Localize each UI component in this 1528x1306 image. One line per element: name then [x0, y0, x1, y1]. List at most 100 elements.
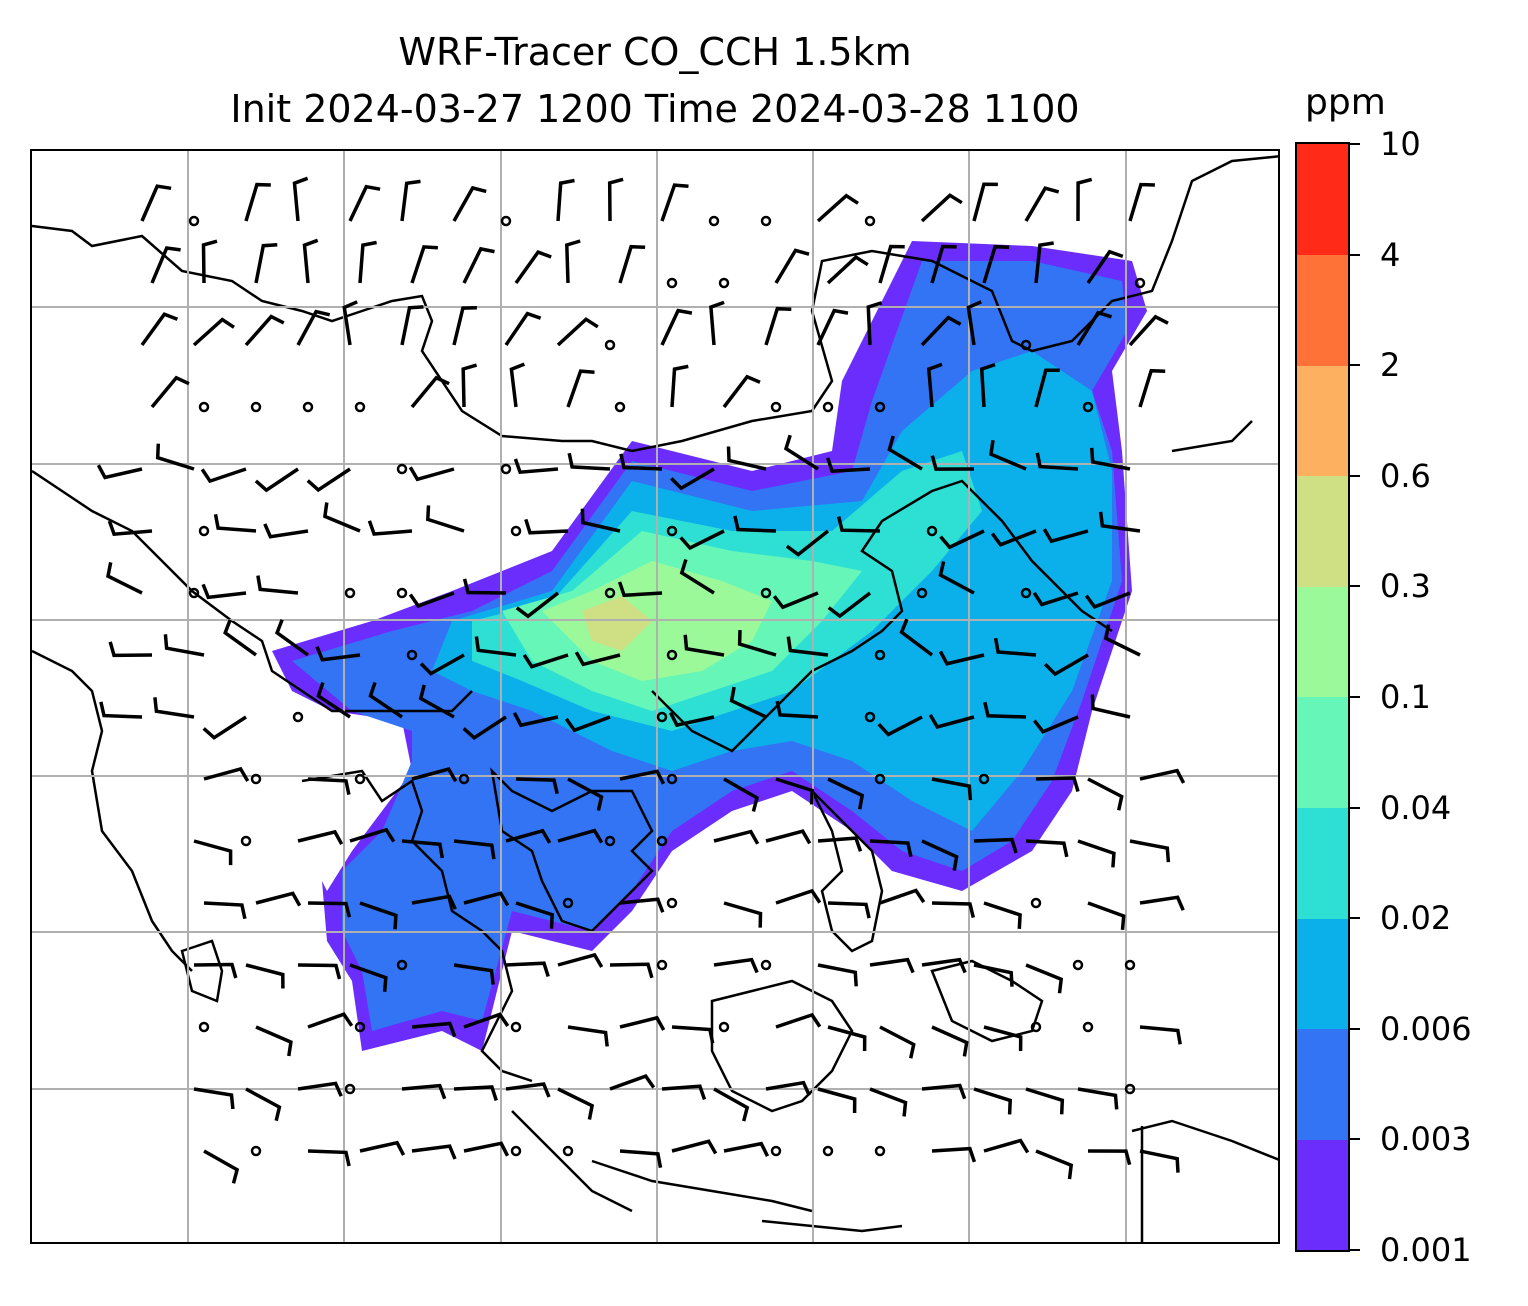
- calm-wind-marker: [916, 587, 928, 599]
- wind-barb: [223, 619, 258, 657]
- colorbar-segment: [1297, 475, 1348, 587]
- wind-barb: [359, 1140, 406, 1156]
- wind-barb: [297, 1081, 343, 1097]
- wind-barb: [931, 901, 976, 919]
- wind-barb: [509, 362, 526, 408]
- wind-barb: [609, 1073, 656, 1091]
- wind-barb: [462, 715, 507, 740]
- colorbar-segment: [1297, 697, 1348, 809]
- colorbar-tick-label: 0.001: [1380, 1231, 1472, 1269]
- wind-barb: [1035, 452, 1079, 471]
- wind-barb: [408, 466, 455, 482]
- wind-barb: [826, 255, 869, 285]
- colorbar-segment: [1297, 365, 1348, 477]
- wind-barb: [245, 963, 285, 989]
- wind-barb: [713, 829, 760, 845]
- colorbar-tick: [1350, 585, 1360, 588]
- wind-barb: [411, 767, 458, 783]
- calm-wind-marker: [500, 215, 512, 227]
- calm-wind-marker: [250, 401, 262, 413]
- colorbar-segment: [1297, 254, 1348, 366]
- calm-wind-marker: [770, 401, 782, 413]
- wind-barb: [200, 467, 247, 484]
- wind-barb: [671, 1139, 718, 1155]
- wind-barb: [1098, 511, 1141, 533]
- wind-barb: [979, 362, 996, 408]
- colorbar-tick-label: 0.006: [1380, 1009, 1472, 1048]
- calm-wind-marker: [396, 463, 408, 475]
- calm-wind-marker: [1134, 277, 1146, 289]
- wind-barb: [983, 1025, 1023, 1052]
- wind-barb: [817, 836, 863, 852]
- wind-barb: [349, 963, 388, 992]
- wind-barb: [307, 777, 351, 795]
- wind-barb: [723, 777, 760, 812]
- calm-wind-marker: [666, 897, 678, 909]
- wind-barb: [401, 839, 445, 859]
- calm-wind-marker: [614, 401, 626, 413]
- wind-barb: [764, 306, 792, 346]
- wind-barb: [619, 453, 663, 471]
- wind-barb: [201, 239, 218, 284]
- wind-barb: [1025, 1087, 1065, 1115]
- colorbar-tick-label: 2: [1380, 346, 1401, 385]
- wind-barb: [921, 839, 959, 871]
- colorbar-tick-label: 0.6: [1380, 456, 1431, 495]
- wind-barb: [452, 305, 477, 346]
- wind-barb: [931, 777, 973, 801]
- wind-barb: [96, 464, 143, 480]
- wind-barb: [982, 244, 1010, 284]
- wind-barb: [315, 646, 361, 662]
- wind-barb: [556, 178, 575, 222]
- wind-barb: [1139, 895, 1185, 911]
- wind-barb: [150, 375, 190, 409]
- wind-barb: [939, 529, 985, 550]
- wind-barb: [1138, 368, 1166, 408]
- calm-wind-marker: [1030, 1021, 1042, 1033]
- calm-wind-marker: [1124, 959, 1136, 971]
- wind-barb: [879, 1025, 916, 1059]
- calm-wind-marker: [500, 463, 512, 475]
- wind-barb: [452, 185, 487, 222]
- wind-barb: [557, 1087, 595, 1120]
- wind-barb: [461, 363, 478, 408]
- wind-barb: [817, 1087, 857, 1114]
- wind-barb: [557, 952, 604, 968]
- wind-barb: [775, 700, 819, 719]
- wind-barb: [1139, 768, 1186, 784]
- coastlines: [32, 155, 1278, 1242]
- wind-barb: [660, 308, 693, 346]
- calm-wind-marker: [1082, 1021, 1094, 1033]
- wind-barb: [877, 715, 923, 737]
- calm-wind-marker: [396, 959, 408, 971]
- plume-level-0.3: [582, 596, 652, 651]
- wind-barb: [193, 839, 233, 866]
- calm-wind-marker: [240, 835, 252, 847]
- wind-barb: [202, 715, 247, 740]
- wind-barb: [254, 467, 299, 493]
- wind-barb: [203, 1149, 240, 1184]
- wind-barb: [775, 777, 815, 805]
- calm-wind-marker: [604, 835, 616, 847]
- colorbar-segment: [1297, 807, 1348, 919]
- calm-wind-marker: [822, 401, 834, 413]
- calm-wind-marker: [718, 277, 730, 289]
- wind-barb: [474, 636, 517, 657]
- wind-barb: [1087, 1149, 1132, 1166]
- wind-barb: [515, 901, 555, 929]
- calm-wind-marker: [1082, 401, 1094, 413]
- wind-barb: [921, 957, 967, 974]
- colorbar-tick: [1350, 364, 1360, 367]
- wind-barb: [619, 897, 665, 913]
- wind-barb: [826, 457, 871, 474]
- wind-barb: [723, 901, 763, 928]
- calm-wind-marker: [708, 215, 720, 227]
- wind-barb: [973, 963, 1014, 987]
- wind-barb: [245, 1087, 282, 1122]
- calm-wind-marker: [978, 773, 990, 785]
- calm-wind-marker: [198, 525, 210, 537]
- chart-title-line2: Init 2024-03-27 1200 Time 2024-03-28 110…: [230, 87, 1080, 131]
- wind-barb: [827, 777, 865, 810]
- colorbar-tick: [1350, 474, 1360, 477]
- calm-wind-marker: [864, 215, 876, 227]
